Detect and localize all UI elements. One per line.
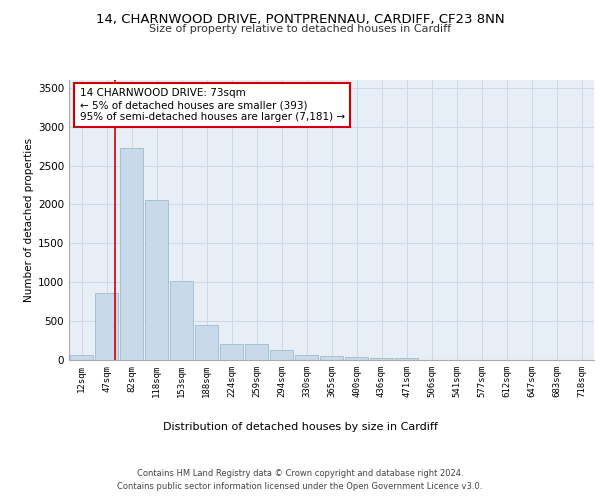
Bar xyxy=(145,200,168,360)
Y-axis label: Number of detached properties: Number of detached properties xyxy=(24,138,34,302)
Text: Size of property relative to detached houses in Cardiff: Size of property relative to detached ho… xyxy=(149,24,451,34)
Bar xyxy=(70,356,93,360)
Bar xyxy=(195,325,218,360)
Bar xyxy=(95,293,118,360)
Bar xyxy=(370,358,393,360)
Text: Contains public sector information licensed under the Open Government Licence v3: Contains public sector information licen… xyxy=(118,482,482,491)
Bar xyxy=(220,344,243,360)
Text: 14 CHARNWOOD DRIVE: 73sqm
← 5% of detached houses are smaller (393)
95% of semi-: 14 CHARNWOOD DRIVE: 73sqm ← 5% of detach… xyxy=(79,88,344,122)
Bar xyxy=(345,357,368,360)
Text: Distribution of detached houses by size in Cardiff: Distribution of detached houses by size … xyxy=(163,422,437,432)
Bar xyxy=(245,344,268,360)
Bar xyxy=(270,350,293,360)
Bar xyxy=(320,356,343,360)
Text: Contains HM Land Registry data © Crown copyright and database right 2024.: Contains HM Land Registry data © Crown c… xyxy=(137,468,463,477)
Bar xyxy=(395,358,418,360)
Text: 14, CHARNWOOD DRIVE, PONTPRENNAU, CARDIFF, CF23 8NN: 14, CHARNWOOD DRIVE, PONTPRENNAU, CARDIF… xyxy=(95,12,505,26)
Bar xyxy=(170,282,193,360)
Bar xyxy=(120,148,143,360)
Bar xyxy=(295,355,318,360)
